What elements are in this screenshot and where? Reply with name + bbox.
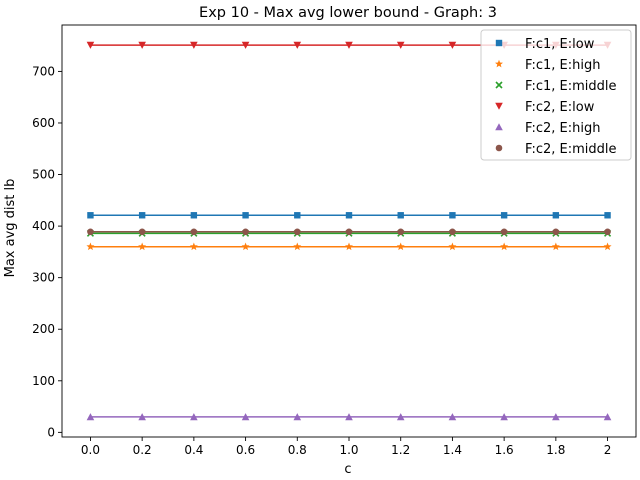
data-point-series-4: [293, 413, 302, 421]
data-point-series-1: [138, 242, 147, 251]
data-point-series-1: [86, 242, 95, 251]
data-point-series-0: [190, 212, 198, 219]
chart-title: Exp 10 - Max avg lower bound - Graph: 3: [199, 5, 497, 21]
data-point-series-5: [604, 228, 611, 236]
data-point-series-4: [241, 413, 250, 421]
legend-marker: [495, 59, 503, 68]
data-point-series-0: [87, 212, 94, 219]
x-tick-label: 2: [604, 443, 612, 457]
data-point-series-1: [345, 242, 353, 251]
data-point-series-5: [345, 228, 353, 236]
data-point-series-3: [86, 41, 95, 49]
data-point-series-3: [190, 41, 198, 49]
data-point-series-3: [293, 41, 302, 49]
legend-marker: [495, 102, 503, 110]
data-point-series-4: [448, 413, 457, 421]
y-tick-label: 100: [32, 374, 55, 388]
data-point-series-3: [345, 41, 353, 49]
data-point-series-5: [397, 228, 405, 236]
data-point-series-1: [603, 242, 612, 251]
legend-box: [480, 29, 632, 161]
x-axis-label: c: [344, 462, 351, 477]
data-point-series-0: [397, 212, 404, 219]
data-point-series-1: [293, 242, 302, 251]
y-tick-label: 0: [47, 425, 55, 439]
data-point-series-5: [552, 228, 560, 236]
x-tick-label: 1.2: [391, 443, 410, 457]
y-tick-label: 700: [32, 64, 55, 78]
x-tick-label: 1.6: [495, 443, 514, 457]
data-point-series-3: [396, 41, 405, 49]
legend-label: F:c2, E:middle: [525, 142, 617, 157]
data-point-series-5: [500, 228, 508, 236]
legend-label: F:c1, E:low: [525, 37, 595, 52]
y-tick-label: 400: [32, 219, 55, 233]
legend-marker: [495, 144, 503, 152]
data-point-series-5: [87, 228, 94, 236]
data-point-series-4: [500, 413, 508, 421]
y-tick-label: 600: [32, 116, 55, 130]
data-point-series-3: [448, 41, 457, 49]
data-point-series-5: [242, 228, 249, 236]
data-point-series-0: [138, 212, 146, 219]
x-tick-label: 0.4: [184, 443, 203, 457]
legend-marker: [495, 39, 503, 47]
y-axis-label: Max avg dist lb: [3, 179, 18, 278]
data-point-series-4: [603, 413, 612, 421]
x-tick-label: 0.0: [81, 443, 100, 457]
data-point-series-1: [241, 242, 250, 251]
data-point-series-5: [293, 228, 301, 236]
data-point-series-1: [448, 242, 457, 251]
legend-marker: [495, 123, 503, 131]
x-tick-label: 1.0: [339, 443, 358, 457]
y-tick-label: 200: [32, 322, 55, 336]
data-point-series-4: [86, 413, 95, 421]
data-point-series-4: [190, 413, 198, 421]
legend-marker: [495, 81, 503, 89]
x-tick-label: 0.8: [288, 443, 307, 457]
data-point-series-4: [138, 413, 146, 421]
data-point-series-3: [138, 41, 146, 49]
data-point-series-0: [242, 212, 249, 219]
legend-label: F:c2, E:low: [525, 100, 595, 115]
y-tick-label: 500: [32, 168, 55, 182]
legend-label: F:c2, E:high: [525, 121, 600, 136]
x-tick-label: 0.2: [133, 443, 152, 457]
data-point-series-1: [500, 242, 509, 251]
data-point-series-0: [449, 212, 456, 219]
y-tick-label: 300: [32, 271, 55, 285]
data-point-series-4: [396, 413, 405, 421]
x-tick-label: 1.8: [546, 443, 565, 457]
x-tick-label: 0.6: [236, 443, 255, 457]
data-point-series-5: [449, 228, 456, 236]
data-point-series-0: [294, 212, 301, 219]
x-tick-label: 1.4: [443, 443, 462, 457]
data-point-series-0: [552, 212, 560, 219]
data-point-series-5: [190, 228, 198, 236]
data-point-series-0: [345, 212, 353, 219]
data-point-series-0: [500, 212, 508, 219]
legend-label: F:c1, E:high: [525, 58, 600, 73]
data-point-series-1: [189, 242, 198, 251]
data-point-series-1: [396, 242, 405, 251]
data-point-series-3: [241, 41, 250, 49]
data-point-series-5: [138, 228, 146, 236]
data-point-series-1: [551, 242, 560, 251]
data-point-series-0: [604, 212, 611, 219]
data-point-series-4: [552, 413, 560, 421]
data-point-series-4: [345, 413, 353, 421]
legend-label: F:c1, E:middle: [525, 79, 617, 94]
